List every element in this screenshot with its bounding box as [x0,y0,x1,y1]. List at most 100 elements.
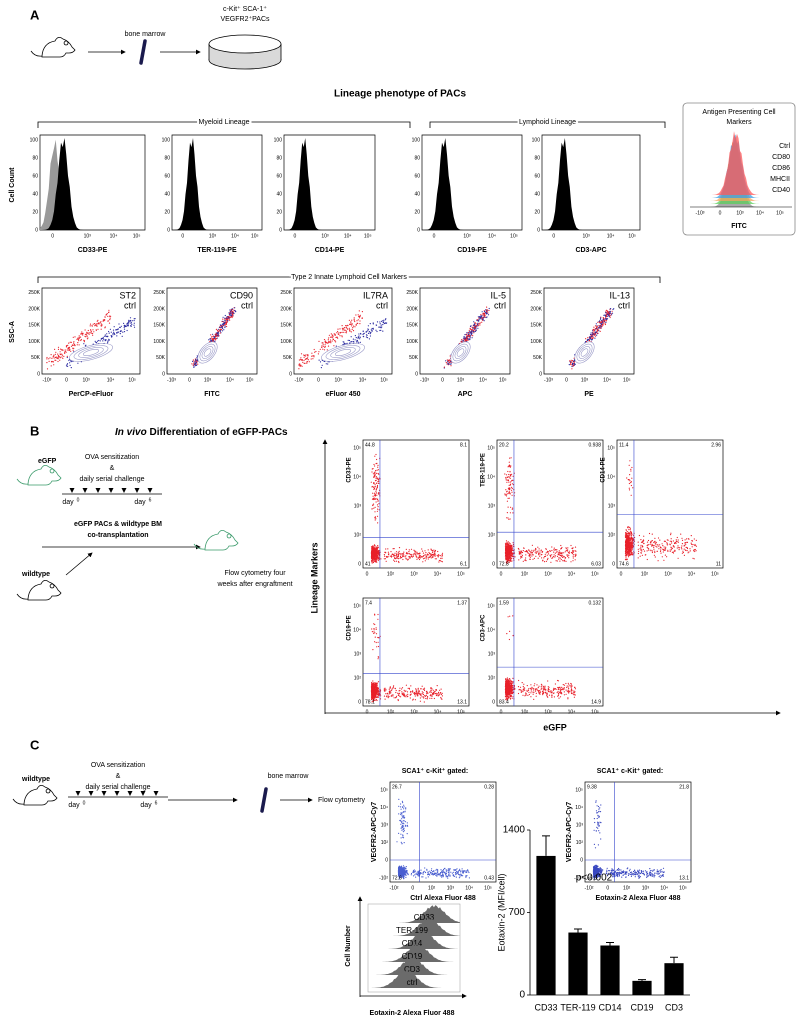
x-tick-label: 10⁴ [107,377,115,383]
dot [359,336,361,338]
dot [107,340,109,342]
dot [545,560,548,563]
dot [100,321,102,323]
y-tick-label: 10⁴ [487,474,495,480]
y-tick-label: 10⁵ [487,445,495,451]
dot [217,331,219,333]
dot [600,317,602,319]
dot [482,314,484,316]
dot [649,542,652,544]
dot [397,551,399,553]
dot [127,323,129,325]
dot [657,544,659,546]
dot [594,332,597,334]
dot [430,548,432,550]
dot [422,552,425,554]
dot [525,560,527,562]
dot [424,554,426,556]
dot [133,318,135,320]
dot [631,477,633,479]
dot [402,558,404,561]
y-tick-label: 200K [28,306,40,312]
dot [232,315,234,317]
legend-entry: CD90 [230,290,253,300]
dot [426,556,428,558]
dot [481,315,483,317]
dot [88,333,90,335]
quadrant-value: 74.6 [619,561,629,567]
dot [99,322,101,324]
dot [505,476,507,479]
dot [376,682,378,684]
legend-entry: ctrl [376,300,388,310]
dot [446,359,448,361]
dot [384,558,386,560]
dot [191,363,193,365]
dot [107,342,109,344]
dot [628,464,630,466]
dot [645,554,647,556]
dot [691,540,693,542]
dot [670,540,673,543]
dot [61,349,63,351]
dot [375,546,377,548]
dot [377,687,379,689]
dot [379,329,381,332]
dot [123,322,125,324]
y-tick-label: 20 [164,209,170,215]
dot [626,531,628,533]
dot [626,548,628,551]
dot [485,309,487,311]
dot [373,545,375,547]
dot [108,339,110,341]
challenge-mark [69,488,75,493]
dot [628,529,630,531]
dot [333,345,335,347]
dot [359,314,361,316]
dot [49,357,51,359]
dot [677,539,679,541]
dot [350,341,352,343]
dot [345,332,347,334]
dot [340,331,342,334]
dot [611,314,613,316]
dot [591,334,593,336]
dot [667,544,669,546]
dot [627,556,630,558]
dot [596,325,598,327]
dot [469,338,471,340]
section-title: Lineage phenotype of PACs [334,89,466,100]
dot [303,356,305,358]
dot [473,328,475,330]
dot [219,332,221,334]
y-tick-label: 150K [530,323,542,329]
dot [403,551,405,553]
dot [677,545,679,547]
axis-label: Lineage Markers [309,542,319,613]
dot [113,332,115,334]
dot [353,319,355,321]
dot [507,479,509,481]
dot [474,322,476,324]
dot [376,498,379,501]
dot [350,321,352,323]
dot [628,482,631,485]
dot [303,359,305,362]
dot [563,552,565,554]
dot [651,551,654,554]
dot [669,550,671,553]
dot [646,541,649,543]
dot [629,460,631,462]
dot [419,552,421,554]
dot [80,333,82,335]
challenge-mark [147,488,153,493]
dot [626,559,628,561]
dot [529,550,531,553]
dot [57,346,60,348]
dot [592,336,594,338]
dot [656,546,658,548]
dot [641,550,643,552]
dot [337,328,339,330]
dot [600,322,602,324]
dot [543,561,546,563]
